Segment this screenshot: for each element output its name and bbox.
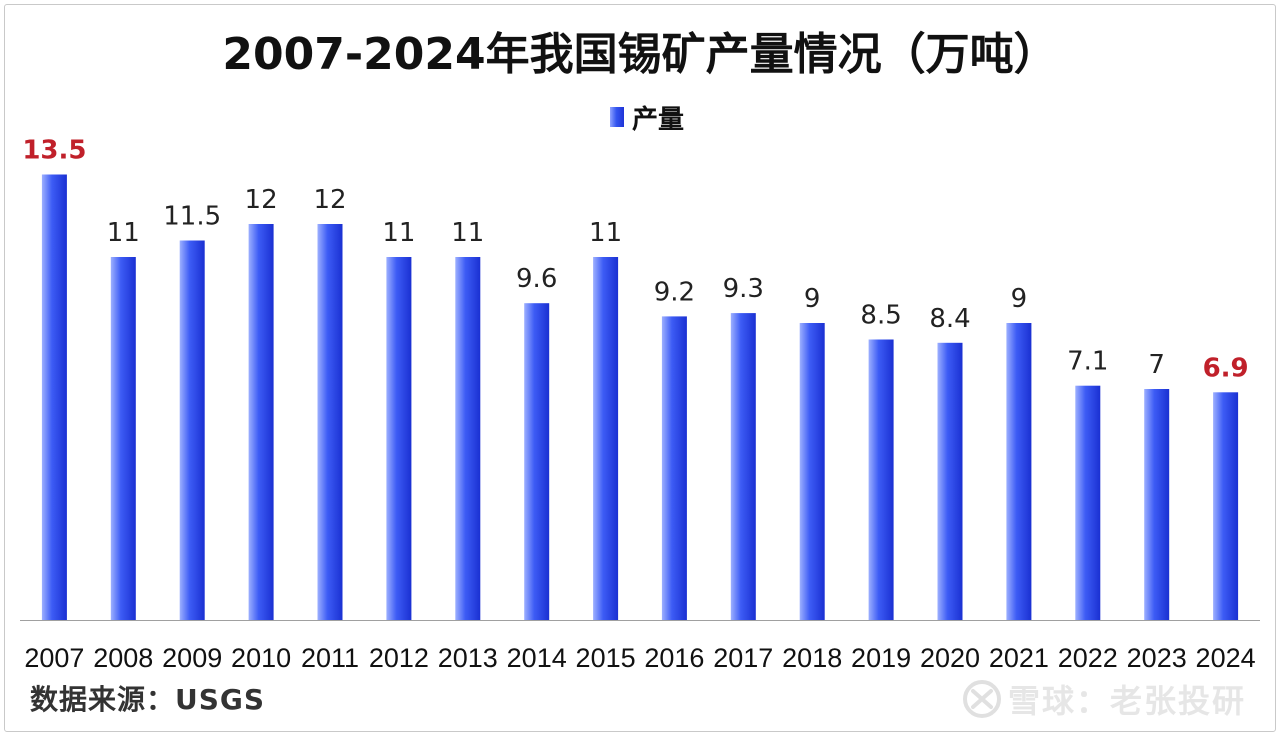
x-tick-labels-group: 2007 2008 2009 2010 2011 2012 2013 2014 2015 2016… bbox=[24, 643, 1255, 673]
bar-2018 bbox=[799, 323, 825, 620]
x-tick-label-2016: 2016 bbox=[644, 643, 704, 673]
legend-swatch bbox=[610, 107, 624, 127]
x-tick-label-2019: 2019 bbox=[851, 643, 911, 673]
bar-2007 bbox=[41, 174, 67, 620]
x-tick-label-2023: 2023 bbox=[1127, 643, 1187, 673]
value-label-2018: 9 bbox=[804, 284, 821, 314]
value-label-2017: 9.3 bbox=[723, 274, 764, 304]
xueqiu-logo-icon bbox=[962, 680, 1001, 718]
x-tick-label-2020: 2020 bbox=[920, 643, 980, 673]
bar-2019 bbox=[868, 339, 894, 620]
bar-2015 bbox=[593, 257, 619, 620]
watermark: 雪球：老张投研 bbox=[962, 676, 1246, 722]
x-tick-label-2008: 2008 bbox=[93, 643, 153, 673]
bar-2009 bbox=[179, 240, 205, 620]
x-tick-label-2015: 2015 bbox=[576, 643, 636, 673]
bar-2013 bbox=[455, 257, 481, 620]
value-label-2007: 13.5 bbox=[22, 136, 86, 166]
x-tick-label-2024: 2024 bbox=[1196, 643, 1256, 673]
watermark-text: 雪球：老张投研 bbox=[1007, 682, 1246, 720]
chart-title: 2007-2024年我国锡矿产量情况（万吨） bbox=[222, 29, 1058, 80]
bar-2022 bbox=[1075, 385, 1101, 620]
value-label-2011: 12 bbox=[313, 185, 346, 215]
x-tick-label-2021: 2021 bbox=[989, 643, 1049, 673]
value-label-2010: 12 bbox=[245, 185, 278, 215]
x-tick-label-2017: 2017 bbox=[713, 643, 773, 673]
value-label-2019: 8.5 bbox=[860, 301, 901, 331]
x-tick-label-2010: 2010 bbox=[231, 643, 291, 673]
value-label-2023: 7 bbox=[1148, 350, 1165, 380]
legend-label: 产量 bbox=[632, 104, 685, 135]
chart-frame bbox=[4, 4, 1276, 732]
value-label-2009: 11.5 bbox=[163, 202, 221, 232]
x-tick-label-2012: 2012 bbox=[369, 643, 429, 673]
x-tick-label-2013: 2013 bbox=[438, 643, 498, 673]
value-label-2016: 9.2 bbox=[654, 277, 695, 307]
value-label-2024: 6.9 bbox=[1203, 353, 1249, 383]
bar-2016 bbox=[661, 316, 687, 620]
legend: 产量 bbox=[610, 100, 685, 135]
bar-2023 bbox=[1144, 389, 1170, 620]
x-tick-label-2014: 2014 bbox=[507, 643, 567, 673]
value-label-2014: 9.6 bbox=[516, 264, 557, 294]
bar-2017 bbox=[730, 313, 756, 620]
bar-2021 bbox=[1006, 323, 1032, 620]
bar-2012 bbox=[386, 257, 412, 620]
value-label-2008: 11 bbox=[107, 218, 140, 248]
value-label-2022: 7.1 bbox=[1067, 347, 1108, 377]
bar-2014 bbox=[524, 303, 550, 620]
source-note: 数据来源：USGS bbox=[30, 683, 266, 716]
value-labels-group: 13.5 11 11.5 12 12 11 11 9.6 11 9.2 9.3 9 8.5 8.4 9 7.1… bbox=[22, 136, 1248, 384]
value-label-2012: 11 bbox=[382, 218, 415, 248]
x-tick-label-2018: 2018 bbox=[782, 643, 842, 673]
value-label-2020: 8.4 bbox=[929, 304, 970, 334]
x-tick-label-2011: 2011 bbox=[301, 643, 359, 673]
bar-2010 bbox=[248, 224, 274, 620]
x-tick-label-2009: 2009 bbox=[162, 643, 222, 673]
x-tick-label-2007: 2007 bbox=[24, 643, 84, 673]
value-label-2013: 11 bbox=[451, 218, 484, 248]
bar-2011 bbox=[317, 224, 343, 620]
bars-group bbox=[41, 174, 1239, 620]
x-tick-label-2022: 2022 bbox=[1058, 643, 1118, 673]
bar-2008 bbox=[110, 257, 136, 620]
value-label-2015: 11 bbox=[589, 218, 622, 248]
value-label-2021: 9 bbox=[1011, 284, 1028, 314]
bar-2024 bbox=[1213, 392, 1239, 620]
bar-2020 bbox=[937, 342, 963, 620]
